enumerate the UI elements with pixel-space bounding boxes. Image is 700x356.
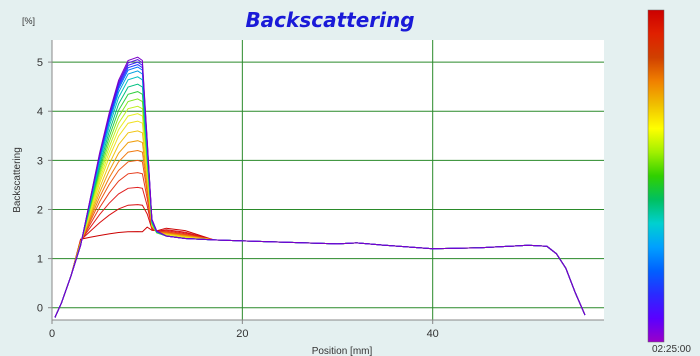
x-axis-label: Position [mm] xyxy=(312,346,373,356)
y-tick-label: 1 xyxy=(37,254,43,266)
y-axis-label: Backscattering xyxy=(12,147,23,213)
x-ticks: 0 20 40 xyxy=(49,320,439,340)
chart-title: Backscattering xyxy=(245,8,414,32)
y-tick-label: 2 xyxy=(37,204,43,216)
series-line xyxy=(54,56,586,318)
y-ticks: 0 1 2 3 4 5 xyxy=(37,57,52,315)
y-unit-label: [%] xyxy=(22,16,35,26)
y-tick-label: 3 xyxy=(37,155,43,167)
x-tick-label: 0 xyxy=(49,328,55,340)
y-tick-label: 4 xyxy=(37,106,43,118)
series-lines xyxy=(54,56,586,318)
y-tick-label: 0 xyxy=(37,303,43,315)
x-tick-label: 40 xyxy=(427,328,439,340)
x-tick-label: 20 xyxy=(236,328,248,340)
time-colorbar xyxy=(647,9,665,343)
time-label: 02:25:00 xyxy=(652,344,691,355)
y-tick-label: 5 xyxy=(37,57,43,69)
plot-area xyxy=(52,40,604,320)
